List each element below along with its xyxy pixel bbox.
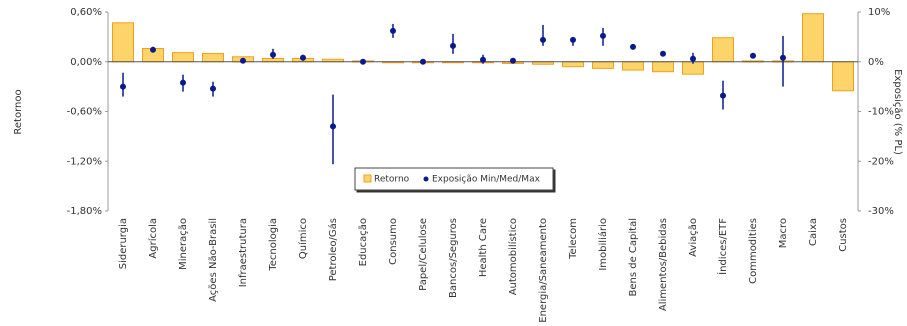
x-tick-label: Químico [297, 218, 309, 259]
x-tick-label: Tecnologia [268, 218, 279, 272]
exposure-point [300, 54, 306, 61]
bar [622, 61, 644, 71]
x-tick-label: Infraestrutura [238, 218, 249, 287]
exposure-point [480, 56, 486, 63]
legend-swatch [423, 176, 429, 182]
y-tick-label: -1,80% [67, 206, 102, 217]
x-tick-label: Bens de Capital [628, 218, 639, 296]
legend-label: Exposição Min/Med/Max [432, 175, 541, 185]
y-tick-label: 0,60% [70, 7, 102, 18]
bar [652, 61, 674, 73]
y-tick-label: -0,60% [67, 107, 102, 118]
x-tick-label: Agrícola [147, 218, 159, 259]
bar [712, 37, 734, 63]
exposure-point [270, 51, 276, 58]
y2-tick-label: 10% [868, 7, 890, 18]
x-tick-label: Bancos/Seguros [448, 218, 459, 298]
y-axis-label: Retornoo [13, 89, 24, 134]
x-tick-label: Consumo [388, 218, 399, 265]
x-tick-label: Imobiliário [597, 218, 609, 271]
exposure-point [240, 57, 246, 64]
exposure-point [390, 27, 396, 34]
exposure-point [570, 36, 576, 43]
x-tick-label: Papel/Celulose [418, 218, 429, 291]
y-tick-label: -1,20% [67, 156, 102, 167]
x-tick-label: Automobilístico [507, 218, 519, 295]
x-tick-label: Health Care [478, 218, 489, 277]
exposure-point [600, 32, 606, 39]
bar [832, 61, 854, 92]
x-tick-label: Aviação [688, 218, 699, 257]
exposure-point [120, 83, 126, 90]
x-tick-label: Alimentos/Bebidas [658, 218, 669, 311]
y2-axis-label: Exposição (% PL) [892, 69, 903, 155]
exposure-point [420, 58, 426, 65]
y-tick-label: 0,00% [70, 57, 102, 68]
y2-tick-label: 0% [868, 57, 884, 68]
bar [112, 22, 134, 63]
x-tick-label: Ações Não-Brasil [208, 218, 219, 302]
exposure-point [690, 55, 696, 62]
exposure-point [210, 85, 216, 92]
bar [562, 61, 584, 68]
bar [202, 52, 224, 63]
exposure-point [780, 54, 786, 61]
exposure-point [150, 46, 156, 53]
x-tick-label: Siderurgia [118, 218, 129, 269]
x-tick-label: Commodities [748, 218, 759, 284]
x-tick-label: Telecom [568, 218, 579, 260]
exposure-point [450, 42, 456, 49]
x-tick-label: Educação [358, 218, 369, 266]
bar [592, 61, 614, 69]
y2-tick-label: -10% [868, 107, 894, 118]
legend-box [354, 167, 554, 191]
legend-label: Retorno [374, 175, 410, 185]
x-tick-label: Energia/Saneamento [538, 218, 549, 323]
y2-tick-label: -20% [868, 156, 894, 167]
exposure-point [360, 58, 366, 65]
exposure-point [180, 79, 186, 86]
legend-swatch [363, 174, 372, 183]
exposure-point [510, 57, 516, 64]
x-tick-label: Macro [778, 218, 789, 248]
exposure-point [330, 123, 336, 130]
exposure-point [630, 43, 636, 50]
exposure-point [750, 52, 756, 59]
x-tick-label: Caixa [808, 218, 819, 246]
exposure-point [720, 92, 726, 99]
x-tick-label: Mineração [178, 218, 189, 270]
y2-tick-label: -30% [868, 206, 894, 217]
bar [172, 52, 194, 63]
x-tick-label: Índices/ETF [716, 218, 729, 275]
exposure-point [540, 36, 546, 43]
exposure-point [660, 50, 666, 57]
x-tick-label: Petroleo/Gás [327, 218, 339, 281]
bar [802, 13, 824, 63]
x-tick-label: Custos [838, 218, 849, 252]
